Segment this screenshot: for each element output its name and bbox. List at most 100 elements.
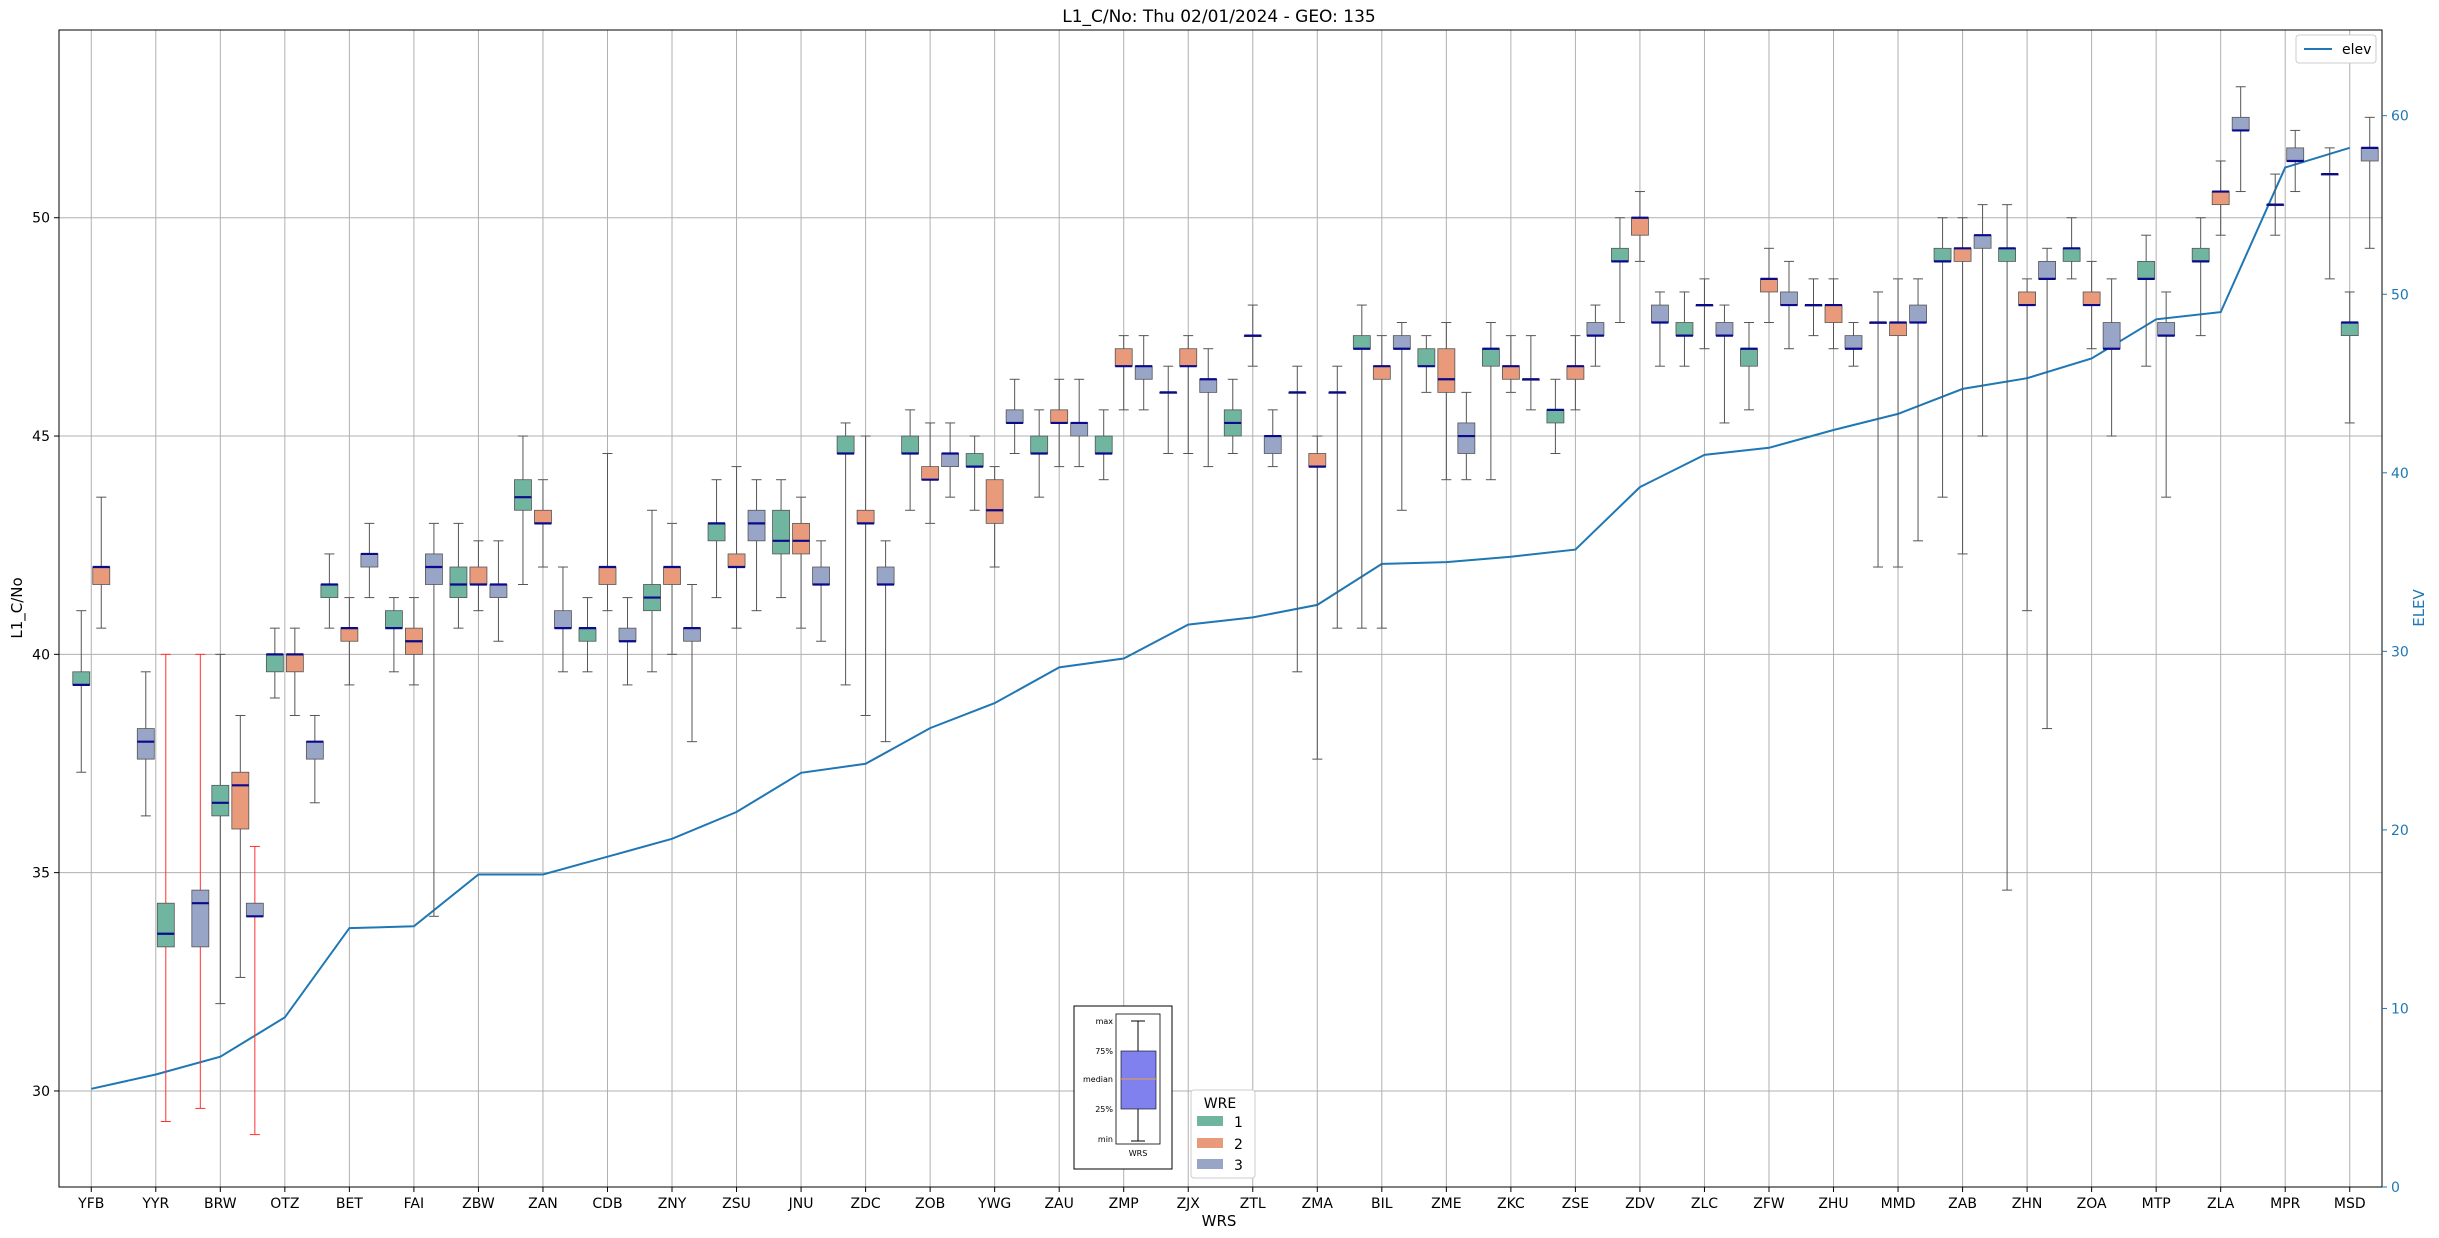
y2-tick-label: 50: [2391, 287, 2409, 303]
y-tick-label: 30: [32, 1084, 50, 1100]
box-body: [2137, 260, 2156, 280]
box-body: [385, 610, 403, 629]
box-FAI-wre-3: [425, 522, 443, 917]
box-FAI-wre-1: [385, 597, 403, 673]
elev-legend: elev: [2295, 34, 2377, 64]
box-ZMP-wre-1: [1094, 409, 1113, 481]
x-tick-label: ZJX: [1177, 1196, 1201, 1212]
box-body: [2018, 291, 2036, 306]
x-tick-label: MTP: [2142, 1196, 2171, 1212]
box-body: [554, 610, 572, 629]
x-tick-label: CDB: [592, 1196, 622, 1212]
box-body: [2211, 191, 2230, 206]
box-body: [1715, 322, 1734, 337]
box-body: [285, 653, 304, 673]
box-body: [2286, 147, 2305, 162]
box-body: [1780, 291, 1798, 306]
box-ZFW-wre-1: [1740, 322, 1758, 411]
box-ZKC-wre-1: [1481, 322, 1500, 481]
box-body: [1824, 304, 1843, 323]
y-tick-label: 50: [32, 211, 50, 227]
box-CDB-wre-1: [578, 597, 597, 673]
x-tick-label: ZOA: [2077, 1196, 2107, 1212]
box-body: [1631, 217, 1649, 236]
box-body: [1844, 335, 1863, 350]
x-tick-label: ZDV: [1625, 1196, 1655, 1212]
box-ZAB-wre-2: [1953, 217, 1972, 555]
box-body: [1134, 365, 1153, 380]
box-ZSE-wre-2: [1566, 335, 1585, 411]
box-body: [2340, 322, 2359, 337]
box-body: [136, 728, 155, 760]
wre-legend-label-3: 3: [1234, 1158, 1243, 1174]
box-body: [792, 522, 810, 555]
x-tick-label: YFB: [77, 1196, 104, 1212]
box-ZOB-wre-2: [921, 422, 940, 524]
box-CDB-wre-2: [598, 453, 617, 612]
box-ZBW-wre-3: [489, 540, 508, 642]
box-body: [1070, 422, 1089, 437]
box-BET-wre-1: [320, 553, 339, 629]
elev-line-layer: [91, 146, 2350, 1090]
box-layer: [72, 86, 2379, 1136]
box-OTZ-wre-1: [265, 627, 284, 699]
box-ZSE-wre-3: [1586, 304, 1605, 367]
x-tick-label: MPR: [2270, 1196, 2301, 1212]
box-JNU-wre-1: [772, 479, 790, 599]
box-body: [1611, 247, 1629, 262]
box-MTP-wre-3: [2157, 291, 2176, 498]
x-tick-label: BIL: [1371, 1196, 1393, 1212]
box-body: [1481, 348, 1500, 367]
plot-frame: [58, 29, 2383, 1188]
x-tick-label: OTZ: [270, 1196, 299, 1212]
elev-line: [91, 146, 2350, 1090]
box-ZMP-wre-3: [1134, 335, 1153, 411]
box-body: [1417, 348, 1436, 367]
box-body: [578, 627, 597, 642]
box-body: [245, 902, 264, 917]
box-body: [1308, 453, 1327, 468]
box-MPR-wre-3: [2286, 129, 2305, 193]
wre-legend-title: WRE: [1204, 1096, 1236, 1112]
box-body: [340, 627, 359, 642]
box-FAI-wre-2: [405, 597, 423, 686]
box-MMD-wre-3: [1909, 278, 1927, 542]
box-key-label-q1: 25%: [1095, 1105, 1113, 1114]
box-ZAN-wre-1: [514, 435, 532, 585]
box-ZMA-wre-2: [1308, 435, 1327, 760]
y2-tick-label: 30: [2391, 644, 2409, 660]
box-ZHU-wre-3: [1804, 278, 1823, 337]
x-tick-label: ZSE: [1562, 1196, 1589, 1212]
box-BIL-wre-2: [1372, 335, 1391, 629]
x-tick-label: FAI: [404, 1196, 424, 1212]
x-tick-label: ZLA: [2207, 1196, 2235, 1212]
box-body: [1740, 348, 1758, 367]
box-ZMA-wre-3: [1328, 365, 1347, 629]
box-ZKC-wre-3: [1521, 335, 1540, 411]
box-body: [707, 522, 726, 542]
wre-legend-frame: [1190, 1089, 1256, 1179]
box-ZHU-wre-3: [1844, 322, 1863, 367]
box-ZDV-wre-1: [1611, 217, 1629, 324]
box-ZTL-wre-3: [1243, 304, 1262, 367]
box-body: [1675, 322, 1694, 337]
box-ZNY-wre-3: [683, 583, 701, 743]
box-OTZ-wre-2: [285, 627, 304, 716]
box-ZLC-wre-3: [1715, 304, 1734, 424]
box-ZDV-wre-2: [1631, 191, 1649, 262]
y-axis-label: L1_C/No: [8, 577, 27, 638]
box-MMD-wre-3: [1869, 291, 1887, 568]
box-body: [2157, 322, 2176, 337]
box-ZJX-wre-3: [1199, 348, 1218, 468]
box-OTZ-wre-3: [245, 845, 264, 1136]
box-body: [901, 435, 920, 454]
x-tick-label: ZNY: [658, 1196, 687, 1212]
box-ZOB-wre-1: [901, 409, 920, 511]
box-OTZ-wre-3: [305, 714, 324, 804]
x-axis: YFB YYR BRW OTZ BET FAI ZBW ZAN CDB ZNY ZSU JNU ZDC Z…: [77, 1187, 2366, 1212]
box-ZAU-wre-2: [1050, 378, 1069, 468]
box-body: [265, 653, 284, 673]
box-key: max 75% median 25% min WRS: [1073, 1005, 1173, 1170]
box-ZSU-wre-3: [747, 479, 766, 612]
